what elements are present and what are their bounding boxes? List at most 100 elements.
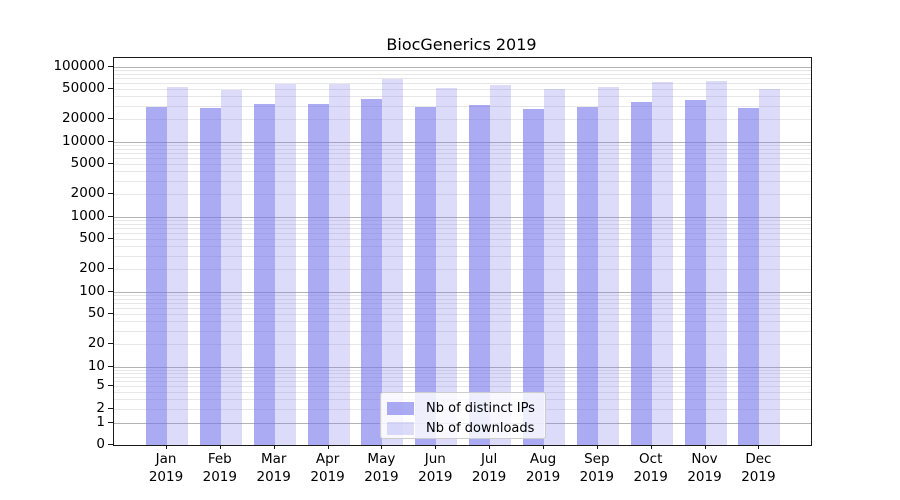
x-tick-mark bbox=[435, 445, 437, 449]
x-tick-year: 2019 bbox=[202, 468, 237, 485]
bar-may-distinct-ips bbox=[361, 99, 383, 445]
y-tick-label: 0 bbox=[96, 436, 105, 452]
gridline-minor bbox=[114, 78, 811, 80]
x-tick-month: Mar bbox=[260, 451, 287, 467]
gridline-minor bbox=[114, 193, 811, 195]
x-tick-month: Nov bbox=[691, 451, 718, 467]
gridline-minor bbox=[114, 105, 811, 107]
x-tick-month: Jul bbox=[480, 451, 498, 467]
x-tick-year: 2019 bbox=[148, 468, 184, 485]
gridline-minor bbox=[114, 298, 811, 300]
x-tick-month: Jan bbox=[155, 451, 177, 467]
x-tick-label: Dec 2019 bbox=[726, 451, 790, 486]
x-tick-mark bbox=[166, 445, 167, 449]
y-tick-label: 100000 bbox=[53, 57, 105, 74]
x-tick-mark bbox=[758, 445, 760, 449]
y-tick-mark bbox=[108, 163, 113, 164]
gridline-minor bbox=[114, 376, 811, 378]
y-tick-mark bbox=[108, 313, 113, 314]
x-tick-month: Aug bbox=[529, 451, 557, 467]
x-tick-label: Oct 2019 bbox=[619, 451, 683, 486]
x-tick-month: Apr bbox=[315, 451, 340, 467]
x-tick-year: 2019 bbox=[579, 468, 614, 485]
y-tick-mark bbox=[108, 343, 113, 344]
gridline-minor bbox=[114, 96, 811, 98]
legend-label-distinct-ips: Nb of distinct IPs bbox=[426, 401, 535, 416]
gridline-minor bbox=[114, 118, 811, 120]
bar-feb-distinct-ips bbox=[199, 107, 221, 445]
x-tick-label: Sep 2019 bbox=[565, 451, 629, 486]
gridline-minor bbox=[114, 153, 811, 155]
gridline-major bbox=[114, 366, 811, 368]
y-tick-label: 500 bbox=[79, 230, 105, 247]
x-tick-year: 2019 bbox=[471, 468, 507, 485]
x-tick-label: Mar 2019 bbox=[242, 451, 306, 486]
gridline-minor bbox=[114, 219, 811, 221]
gridline-minor bbox=[114, 83, 811, 85]
x-tick-label: Jun 2019 bbox=[403, 451, 467, 486]
y-tick-mark bbox=[108, 141, 113, 142]
gridline-minor bbox=[114, 148, 811, 150]
x-tick-mark bbox=[219, 445, 221, 449]
bar-apr-downloads bbox=[328, 84, 350, 445]
y-tick-mark bbox=[108, 118, 113, 119]
y-tick-label: 1 bbox=[96, 414, 105, 430]
bar-jun-distinct-ips bbox=[415, 107, 437, 445]
x-tick-mark bbox=[596, 445, 598, 449]
gridline-major bbox=[114, 66, 811, 68]
y-tick-mark bbox=[108, 291, 113, 292]
gridline-major bbox=[114, 291, 811, 293]
y-tick-label: 100 bbox=[79, 282, 105, 299]
x-tick-mark bbox=[704, 445, 706, 449]
bar-feb-downloads bbox=[220, 90, 242, 445]
gridline-minor bbox=[114, 303, 811, 305]
x-tick-label: Nov 2019 bbox=[673, 451, 737, 486]
x-tick-mark bbox=[273, 445, 275, 449]
gridline-minor bbox=[114, 180, 811, 182]
gridline-minor bbox=[114, 223, 811, 225]
x-tick-mark bbox=[543, 445, 544, 449]
x-tick-mark bbox=[381, 445, 383, 449]
y-tick-mark bbox=[108, 444, 113, 445]
y-tick-mark bbox=[108, 238, 113, 239]
x-tick-year: 2019 bbox=[741, 468, 776, 485]
x-tick-year: 2019 bbox=[256, 468, 291, 485]
gridline-minor bbox=[114, 314, 811, 316]
y-tick-label: 200 bbox=[79, 259, 105, 276]
x-tick-label: Aug 2019 bbox=[511, 451, 575, 486]
bar-jan-distinct-ips bbox=[146, 106, 167, 445]
y-tick-mark bbox=[108, 422, 113, 423]
bar-mar-downloads bbox=[274, 84, 296, 445]
gridline-major bbox=[114, 141, 811, 143]
y-tick-label: 10 bbox=[87, 357, 105, 374]
x-tick-label: May 2019 bbox=[349, 451, 413, 486]
bar-dec-distinct-ips bbox=[738, 107, 760, 445]
y-tick-label: 50000 bbox=[62, 80, 105, 97]
gridline-minor bbox=[114, 308, 811, 310]
gridline-minor bbox=[114, 369, 811, 371]
bar-nov-distinct-ips bbox=[684, 100, 706, 445]
x-tick-label: Jan 2019 bbox=[134, 451, 198, 486]
y-tick-label: 2000 bbox=[70, 184, 105, 201]
bar-may-downloads bbox=[382, 79, 404, 445]
legend-item-downloads: Nb of downloads bbox=[387, 420, 537, 437]
legend-swatch-downloads bbox=[387, 422, 414, 435]
x-tick-label: Feb 2019 bbox=[188, 451, 252, 486]
y-tick-mark bbox=[108, 216, 113, 217]
bar-oct-downloads bbox=[651, 82, 673, 445]
bar-apr-distinct-ips bbox=[307, 103, 329, 445]
bar-aug-downloads bbox=[543, 88, 565, 445]
x-tick-mark bbox=[650, 445, 652, 449]
gridline-minor bbox=[114, 255, 811, 257]
bar-jun-downloads bbox=[436, 87, 458, 445]
y-tick-label: 50 bbox=[87, 305, 105, 322]
y-tick-mark bbox=[108, 66, 113, 67]
legend-swatch-distinct-ips bbox=[387, 402, 414, 415]
gridline-minor bbox=[114, 321, 811, 323]
y-tick-label: 20 bbox=[87, 334, 105, 351]
bar-nov-downloads bbox=[705, 81, 727, 445]
gridline-minor bbox=[114, 73, 811, 75]
bar-jul-downloads bbox=[490, 85, 512, 445]
gridline-minor bbox=[114, 386, 811, 387]
bar-jul-distinct-ips bbox=[469, 105, 491, 445]
